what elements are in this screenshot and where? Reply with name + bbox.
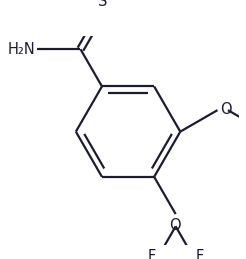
Text: O: O [169, 218, 181, 233]
Text: F: F [195, 249, 204, 259]
Text: F: F [148, 249, 156, 259]
Text: O: O [220, 102, 231, 117]
Text: H₂N: H₂N [8, 42, 36, 57]
Text: S: S [98, 0, 107, 9]
